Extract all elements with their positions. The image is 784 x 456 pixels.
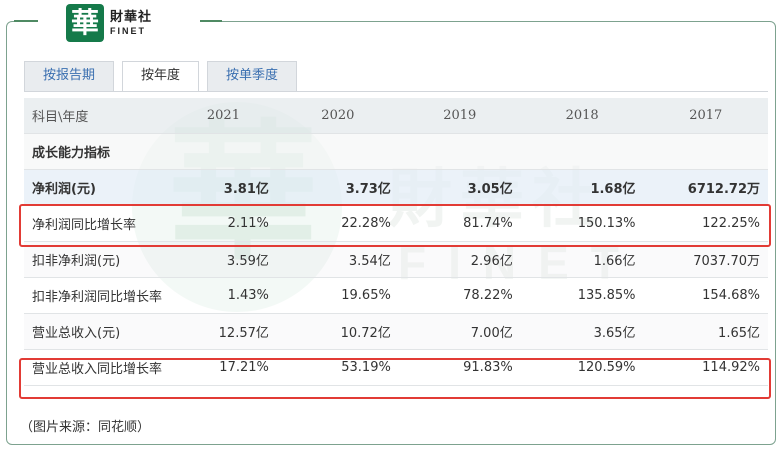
table-cell: 7037.70万 <box>643 241 768 278</box>
table-row: 净利润同比增长率 2.11% 22.28% 81.74% 150.13% 122… <box>24 205 768 242</box>
logo-name-cn: 財華社 <box>110 9 153 25</box>
finet-logo: 華 財華社 FINET <box>66 4 152 42</box>
row-label: 净利润(元) <box>24 169 171 206</box>
table-cell: 3.65亿 <box>520 313 644 350</box>
table-cell: 7.00亿 <box>398 313 521 350</box>
tabs-underline <box>24 91 768 92</box>
table-cell: 81.74% <box>398 205 521 242</box>
table-cell: 114.92% <box>643 349 768 386</box>
row-label: 扣非净利润同比增长率 <box>24 277 171 314</box>
empty-cell <box>398 133 521 170</box>
empty-cell <box>170 133 277 170</box>
table-cell: 2.11% <box>170 205 277 242</box>
header-year: 2021 <box>170 98 277 134</box>
section-row: 成长能力指标 <box>24 133 768 170</box>
empty-cell <box>520 133 644 170</box>
empty-cell <box>643 133 768 170</box>
header-label: 科目\年度 <box>24 98 171 134</box>
frame-accent-right <box>200 20 222 22</box>
table-cell: 10.72亿 <box>276 313 399 350</box>
logo-name-en: FINET <box>110 25 146 36</box>
tab-by-year[interactable]: 按年度 <box>122 61 200 92</box>
header-year: 2017 <box>643 98 768 134</box>
table-cell: 1.66亿 <box>520 241 644 278</box>
table-cell: 135.85% <box>520 277 644 314</box>
table-header-row: 科目\年度 2021 2020 2019 2018 2017 <box>24 98 768 134</box>
table-cell: 3.73亿 <box>276 169 399 206</box>
table-cell: 12.57亿 <box>170 313 277 350</box>
table-row: 净利润(元) 3.81亿 3.73亿 3.05亿 1.68亿 6712.72万 <box>24 169 768 206</box>
table-cell: 91.83% <box>398 349 521 386</box>
table-row: 营业总收入(元) 12.57亿 10.72亿 7.00亿 3.65亿 1.65亿 <box>24 313 768 350</box>
table-cell: 1.68亿 <box>520 169 644 206</box>
table-cell: 3.54亿 <box>276 241 399 278</box>
header-year: 2019 <box>398 98 521 134</box>
table-cell: 6712.72万 <box>643 169 768 206</box>
section-title: 成长能力指标 <box>24 133 171 170</box>
financial-indicators-table: 科目\年度 2021 2020 2019 2018 2017 成长能力指标 净利… <box>24 98 768 386</box>
table-row: 扣非净利润(元) 3.59亿 3.54亿 2.96亿 1.66亿 7037.70… <box>24 241 768 278</box>
row-label: 营业总收入(元) <box>24 313 171 350</box>
table-cell: 2.96亿 <box>398 241 521 278</box>
empty-cell <box>276 133 399 170</box>
table-cell: 120.59% <box>520 349 644 386</box>
table-cell: 122.25% <box>643 205 768 242</box>
period-tabs: 按报告期 按年度 按单季度 <box>24 61 305 92</box>
frame-accent-left <box>14 20 38 22</box>
table-cell: 78.22% <box>398 277 521 314</box>
table-cell: 154.68% <box>643 277 768 314</box>
tab-by-report-period[interactable]: 按报告期 <box>24 61 115 91</box>
table-cell: 19.65% <box>276 277 399 314</box>
table-cell: 3.59亿 <box>170 241 277 278</box>
table-cell: 3.81亿 <box>170 169 277 206</box>
table-cell: 17.21% <box>170 349 277 386</box>
logo-mark: 華 <box>66 4 104 42</box>
header-year: 2020 <box>276 98 399 134</box>
row-label: 净利润同比增长率 <box>24 205 171 242</box>
header-year: 2018 <box>520 98 644 134</box>
frame-gap <box>38 0 200 44</box>
table-cell: 3.05亿 <box>398 169 521 206</box>
content-frame <box>6 21 776 445</box>
row-label: 营业总收入同比增长率 <box>24 349 171 386</box>
logo-text: 財華社 FINET <box>110 11 152 36</box>
source-note: （图片来源：同花顺） <box>20 420 151 435</box>
table-cell: 150.13% <box>520 205 644 242</box>
tab-by-quarter[interactable]: 按单季度 <box>207 61 298 91</box>
table-cell: 22.28% <box>276 205 399 242</box>
table-cell: 53.19% <box>276 349 399 386</box>
table-row: 营业总收入同比增长率 17.21% 53.19% 91.83% 120.59% … <box>24 349 768 386</box>
table-row: 扣非净利润同比增长率 1.43% 19.65% 78.22% 135.85% 1… <box>24 277 768 314</box>
row-label: 扣非净利润(元) <box>24 241 171 278</box>
table-cell: 1.65亿 <box>643 313 768 350</box>
table-cell: 1.43% <box>170 277 277 314</box>
